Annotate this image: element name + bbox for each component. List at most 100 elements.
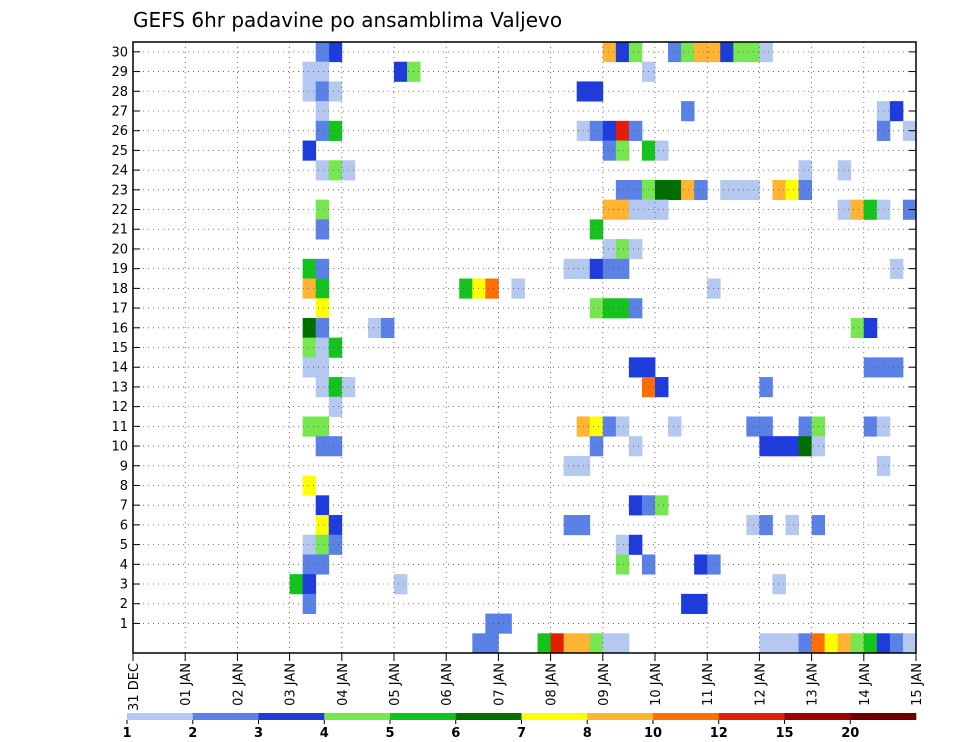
heatmap-cell [655, 179, 669, 201]
heatmap-cell [315, 337, 330, 358]
heatmap-cell [563, 515, 578, 536]
heatmap-cell [589, 416, 604, 437]
y-tick-label: 14 [111, 361, 128, 376]
y-tick-label: 4 [120, 558, 128, 573]
heatmap-cell [850, 199, 865, 220]
y-tick-label: 19 [111, 262, 128, 277]
heatmap-cell [889, 633, 904, 654]
heatmap-cell [668, 416, 682, 437]
heatmap-cell [328, 337, 343, 358]
colorbar-legend: 1 2 3 4 5 6 7 8 10 12 15 20 [122, 713, 917, 741]
colorbar-label: 8 [583, 726, 592, 741]
heatmap-cell [602, 120, 617, 141]
heatmap-cell [394, 61, 408, 82]
y-tick-label: 28 [111, 85, 128, 100]
heatmap-cell [863, 199, 878, 220]
heatmap-cell [615, 554, 630, 575]
heatmap-cell [615, 179, 630, 201]
heatmap-cell [315, 160, 330, 181]
heatmap-cell [328, 120, 343, 141]
y-tick-label: 30 [111, 45, 128, 60]
heatmap-cell [589, 633, 604, 654]
heatmap-cell [720, 42, 734, 63]
heatmap-cell [772, 574, 786, 595]
heatmap-cell [628, 298, 643, 319]
heatmap-cell [694, 593, 708, 614]
colorbar-swatch [324, 713, 391, 720]
y-tick-label: 16 [111, 321, 128, 336]
heatmap-cell [720, 179, 734, 201]
heatmap-cell [302, 416, 317, 437]
heatmap-cell [798, 633, 812, 654]
heatmap-cell [315, 357, 330, 378]
x-tick-label: 08 JAN [545, 663, 560, 706]
heatmap-cell [302, 81, 317, 102]
x-tick-label: 14 JAN [858, 663, 873, 706]
colorbar-label: 7 [517, 726, 526, 741]
chart-title: GEFS 6hr padavine po ansamblima Valjevo [133, 8, 562, 32]
heatmap-cell [681, 101, 695, 122]
colorbar-label: 6 [451, 726, 460, 741]
y-tick-label: 10 [111, 440, 128, 455]
heatmap-cell [472, 633, 486, 654]
colorbar-swatch [587, 713, 654, 720]
y-tick-label: 24 [111, 164, 128, 179]
y-tick-label: 2 [120, 597, 128, 612]
heatmap-cell [315, 534, 330, 555]
heatmap-cell [628, 436, 643, 457]
heatmap-cell [602, 298, 617, 319]
heatmap-cell [302, 593, 317, 614]
heatmap-cell [850, 317, 865, 339]
heatmap-cell [615, 416, 630, 437]
heatmap-cell [589, 298, 604, 319]
heatmap-cell [328, 396, 343, 417]
colorbar-label: 20 [841, 726, 859, 741]
y-axis: 1234567891011121314151617181920212223242… [111, 45, 916, 632]
heatmap-cell [681, 42, 695, 63]
heatmap-cell [302, 574, 317, 595]
heatmap-cell [576, 633, 591, 654]
heatmap-cell [315, 495, 330, 516]
y-tick-label: 29 [111, 65, 128, 80]
heatmap-cell [563, 258, 578, 279]
heatmap-cell [315, 416, 330, 437]
heatmap-cell [863, 416, 878, 437]
colorbar-label: 12 [710, 726, 728, 741]
y-tick-label: 21 [111, 223, 128, 238]
heatmap-cell [302, 258, 317, 279]
heatmap-cell [615, 239, 630, 260]
colorbar-swatch [850, 713, 917, 720]
heatmap-cell [759, 416, 773, 437]
heatmap-cell [589, 81, 604, 102]
heatmap-cell [537, 633, 551, 654]
colorbar-swatch [784, 713, 851, 720]
heatmap-cell [315, 101, 330, 122]
heatmap-cell [694, 554, 708, 575]
heatmap-cell [759, 633, 773, 654]
heatmap-cell [302, 337, 317, 358]
colorbar-label: 4 [320, 726, 329, 741]
heatmap-cell [759, 377, 773, 398]
heatmap-cell [824, 633, 839, 654]
heatmap-cell [628, 495, 643, 516]
heatmap-cell [889, 357, 904, 378]
heatmap-cell [315, 436, 330, 457]
x-tick-label: 05 JAN [388, 663, 403, 706]
heatmap-cell [589, 258, 604, 279]
heatmap-cell [615, 120, 630, 141]
y-tick-label: 27 [111, 104, 128, 119]
x-tick-label: 15 JAN [910, 663, 925, 706]
heatmap-cell [615, 298, 630, 319]
heatmap-cell [628, 239, 643, 260]
heatmap-cell [485, 278, 499, 299]
heatmap-cell [628, 357, 643, 378]
y-tick-label: 7 [120, 499, 128, 514]
x-axis: 31 DEC 01 JAN 02 JAN 03 JAN 04 JAN 05 JAN 06 J… [127, 653, 925, 711]
colorbar-label: 3 [254, 726, 263, 741]
heatmap-cell [785, 179, 799, 201]
heatmap-cell [602, 416, 617, 437]
heatmap-cell [785, 515, 799, 536]
heatmap-cell [315, 42, 330, 63]
heatmap-cell [655, 199, 669, 220]
